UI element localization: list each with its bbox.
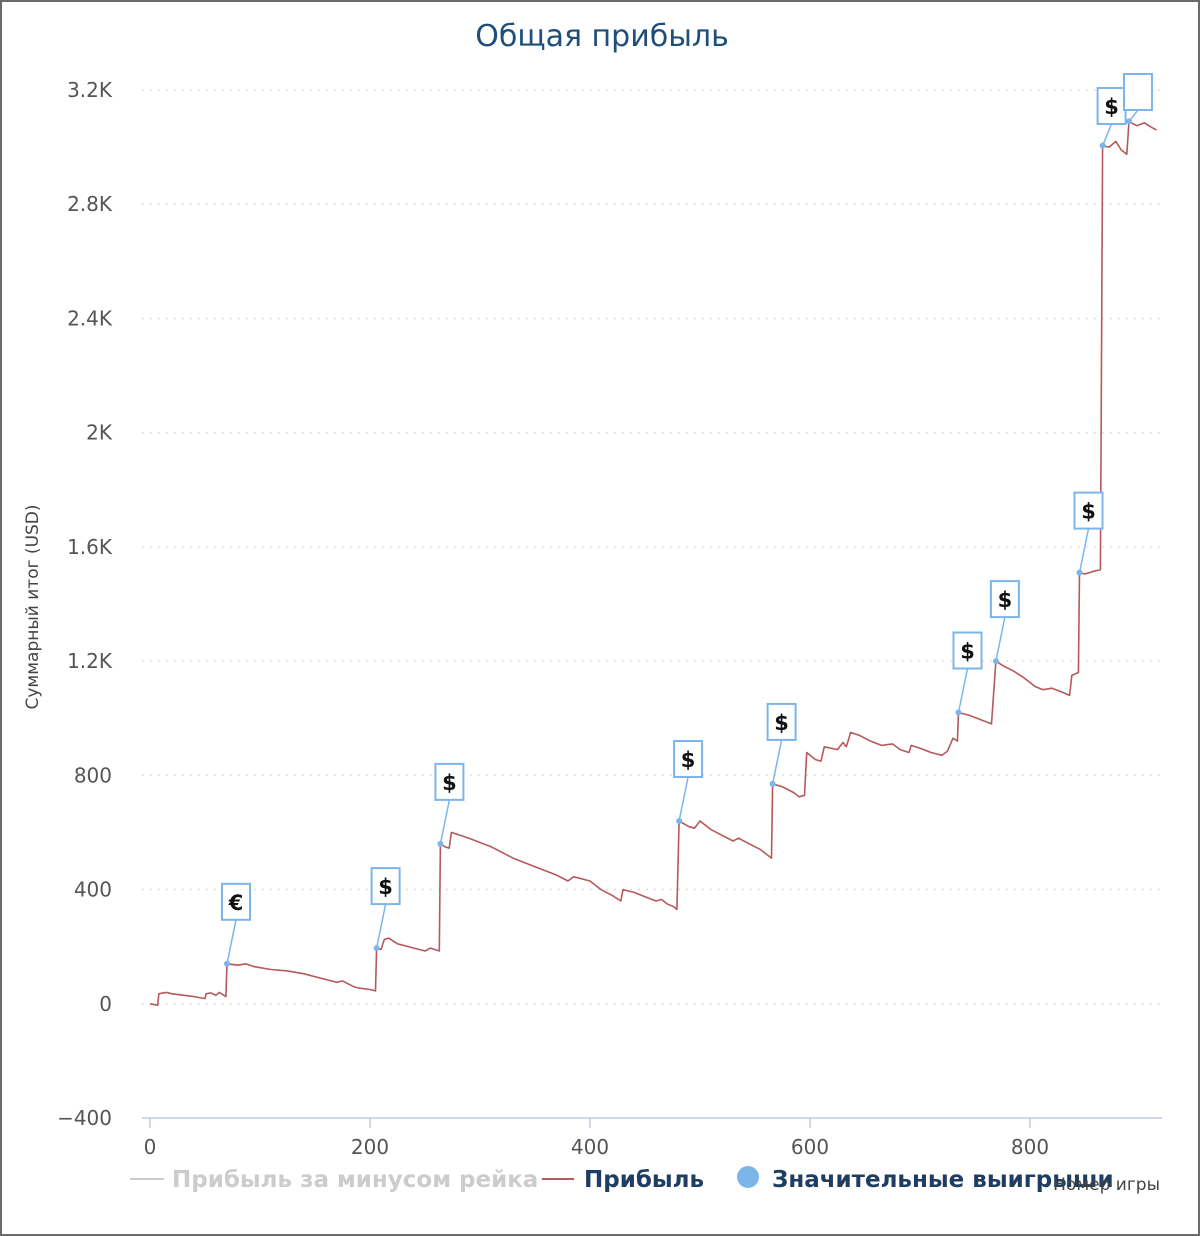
flag-label: $ bbox=[1081, 500, 1096, 524]
flag-point bbox=[676, 818, 683, 825]
chart-title: Общая прибыль bbox=[475, 19, 729, 54]
flag-marker: $ bbox=[673, 740, 704, 825]
flag-label: € bbox=[228, 891, 244, 915]
x-tick-label: 600 bbox=[791, 1135, 829, 1159]
flag-label: $ bbox=[681, 748, 696, 772]
flag-point bbox=[437, 840, 444, 847]
flag-stem bbox=[226, 919, 237, 964]
legend-label-net: Прибыль за минусом рейка bbox=[172, 1167, 538, 1193]
x-axis-label: Номер игры bbox=[1053, 1175, 1160, 1195]
y-axis-ticks: 3.2K 2.8K 2.4K 2K 1.6K 1.2K 800 400 0 −400 bbox=[57, 78, 113, 1130]
flag-marker bbox=[1123, 73, 1153, 125]
y-axis-label: Суммарный итог (USD) bbox=[23, 504, 43, 709]
y-tick-label: 0 bbox=[99, 992, 112, 1016]
flag-box bbox=[1123, 73, 1153, 111]
y-tick-label: 2.4K bbox=[67, 306, 113, 330]
x-axis: 0 200 400 600 800 bbox=[142, 1117, 1162, 1159]
flag-box bbox=[952, 631, 983, 670]
flag-marker: $ bbox=[989, 580, 1020, 665]
flag-stem bbox=[375, 903, 387, 949]
flag-stem bbox=[439, 799, 451, 845]
flag-layer: € $ $ $ $ $ $ $ $ bbox=[221, 73, 1153, 967]
flag-label: $ bbox=[774, 711, 789, 735]
flag-marker: $ bbox=[766, 702, 797, 787]
flag-label: $ bbox=[442, 771, 457, 795]
legend-label-profit: Прибыль bbox=[584, 1167, 704, 1193]
flag-point bbox=[992, 658, 999, 665]
y-tick-label: 2K bbox=[86, 421, 113, 445]
y-tick-label: −400 bbox=[57, 1106, 112, 1130]
flag-point bbox=[224, 960, 230, 967]
flag-point bbox=[1126, 118, 1132, 125]
flag-box bbox=[673, 740, 704, 779]
y-tick-label: 800 bbox=[74, 763, 112, 787]
flag-label: $ bbox=[1104, 95, 1119, 119]
y-tick-label: 400 bbox=[74, 878, 112, 902]
flag-marker: € bbox=[221, 882, 251, 967]
flag-stem bbox=[1101, 123, 1113, 146]
flag-stem bbox=[995, 616, 1006, 662]
x-tick-label: 200 bbox=[351, 1135, 389, 1159]
legend-swatch-wins bbox=[737, 1166, 759, 1188]
flag-point bbox=[1099, 142, 1106, 149]
flag-point bbox=[955, 709, 962, 716]
flag-box bbox=[1073, 491, 1104, 530]
y-tick-label: 3.2K bbox=[67, 78, 113, 102]
flag-marker: $ bbox=[1096, 87, 1127, 149]
flag-box bbox=[766, 702, 797, 741]
flag-point bbox=[769, 780, 776, 787]
flag-box bbox=[989, 580, 1020, 619]
grid-lines bbox=[142, 89, 1162, 1005]
profit-line bbox=[149, 120, 1157, 1007]
flag-stem bbox=[678, 776, 689, 822]
x-tick-label: 400 bbox=[571, 1135, 609, 1159]
flag-box bbox=[1096, 87, 1127, 125]
flag-box bbox=[221, 882, 251, 921]
flag-stem bbox=[771, 739, 783, 785]
x-tick-label: 800 bbox=[1011, 1135, 1049, 1159]
flag-point bbox=[1076, 569, 1083, 576]
flag-marker: $ bbox=[952, 631, 983, 716]
legend: Прибыль за минусом рейка Прибыль Значитель… bbox=[130, 1166, 1114, 1193]
flag-label: $ bbox=[998, 588, 1013, 612]
flag-box bbox=[370, 867, 401, 906]
y-tick-label: 1.2K bbox=[67, 649, 113, 673]
flag-marker: $ bbox=[434, 762, 465, 847]
legend-label-wins: Значительные выигрыши bbox=[772, 1167, 1114, 1193]
x-tick-label: 0 bbox=[144, 1135, 157, 1159]
flag-stem bbox=[1078, 528, 1090, 573]
flag-point bbox=[373, 945, 380, 952]
y-tick-label: 2.8K bbox=[67, 192, 113, 216]
flag-box bbox=[434, 762, 465, 801]
flag-label: $ bbox=[378, 875, 393, 899]
y-tick-label: 1.6K bbox=[67, 535, 113, 559]
flag-stem bbox=[957, 668, 969, 713]
series-layer bbox=[149, 120, 1157, 1007]
flag-marker: $ bbox=[1073, 491, 1104, 576]
flag-marker: $ bbox=[370, 867, 401, 952]
flag-label: $ bbox=[960, 640, 975, 664]
